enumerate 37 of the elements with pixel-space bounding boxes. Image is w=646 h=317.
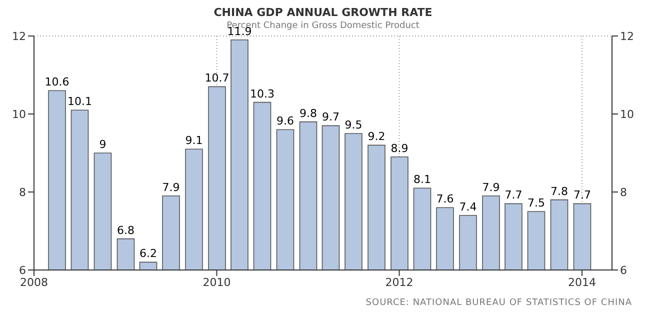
data-label: 9: [99, 138, 106, 151]
y-tick-label: 6: [19, 264, 26, 277]
data-label: 8.1: [414, 173, 431, 186]
y-tick-label: 8: [19, 186, 26, 199]
data-label: 10.3: [250, 87, 274, 100]
y2-tick-label: 6: [620, 264, 627, 277]
x-tick-label: 2008: [20, 276, 48, 289]
data-label: 9.7: [322, 110, 340, 124]
data-label: 8.9: [390, 142, 408, 155]
data-label: 9.6: [276, 114, 294, 128]
data-label: 7.9: [162, 180, 180, 194]
data-label: 6.2: [140, 247, 157, 260]
y-tick-label: 12: [12, 30, 26, 43]
y2-tick-label: 10: [620, 108, 634, 121]
data-label: 10.7: [204, 72, 230, 85]
x-tick-label: 2012: [385, 276, 414, 289]
x-tick-label: 2014: [568, 276, 596, 289]
data-label: 7.9: [482, 180, 500, 194]
chart-title: CHINA GDP ANNUAL GROWTH RATE: [212, 6, 434, 19]
y-tick-label: 10: [12, 108, 26, 121]
data-label: 9.8: [300, 106, 317, 120]
x-tick-label: 2010: [202, 276, 231, 289]
data-label: 7.6: [436, 192, 454, 206]
data-label: 7.8: [550, 184, 568, 198]
data-label: 9.2: [368, 130, 386, 144]
data-label: 6.8: [117, 224, 134, 237]
data-label: 7.5: [528, 196, 545, 210]
data-label: 10.1: [68, 95, 92, 108]
source-note: SOURCE: NATIONAL BUREAU OF STATISTICS OF CHINA: [366, 298, 632, 308]
y2-tick-label: 8: [620, 186, 627, 199]
data-label: 10.6: [44, 76, 70, 89]
data-label: 7.4: [459, 200, 477, 214]
y2-tick-label: 12: [620, 30, 634, 43]
data-label: 9.1: [185, 134, 203, 148]
data-label: 7.7: [504, 188, 522, 202]
data-label: 7.7: [574, 188, 591, 202]
data-label: 9.5: [344, 118, 362, 132]
